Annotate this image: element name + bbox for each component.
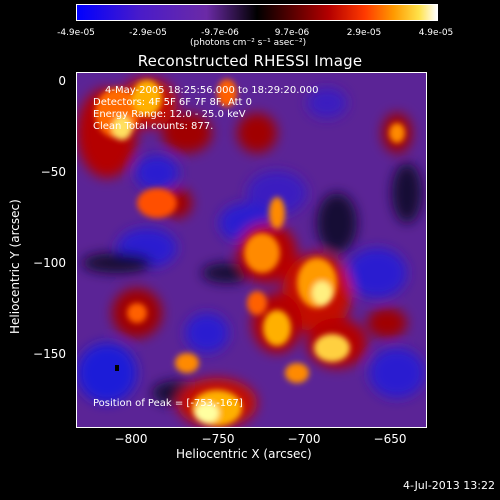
y-tick-label: −50 (40, 165, 66, 179)
y-tick-label: 0 (58, 74, 66, 88)
generation-date: 4-Jul-2013 13:22 (402, 479, 495, 492)
colorbar-tick-label: -4.9e-05 (57, 28, 95, 38)
colorbar (76, 4, 438, 21)
clean-counts-annotation: Clean Total counts: 877. (93, 121, 214, 132)
y-axis-label: Heliocentric Y (arcsec) (8, 199, 22, 334)
rhessi-image (77, 73, 426, 427)
x-tick-label: −650 (373, 432, 407, 446)
energy-range-annotation: Energy Range: 12.0 - 25.0 keV (93, 109, 246, 120)
colorbar-tick-label: -9.7e-06 (201, 28, 239, 38)
rhessi-image-plot: 4-May-2005 18:25:56.000 to 18:29:20.000 … (76, 72, 427, 428)
plot-title: Reconstructed RHESSI Image (137, 52, 363, 70)
x-tick-label: −800 (114, 432, 148, 446)
colorbar-tick-label: 9.7e-06 (274, 28, 310, 38)
colorbar-gradient (77, 5, 437, 20)
peak-position-annotation: Position of Peak = [-753,-167] (93, 398, 243, 409)
y-tick-label: −100 (33, 256, 66, 270)
y-tick-label: −150 (33, 347, 66, 361)
detectors-annotation: Detectors: 4F 5F 6F 7F 8F, Att 0 (93, 97, 253, 108)
x-tick-label: −700 (287, 432, 321, 446)
time-range-annotation: 4-May-2005 18:25:56.000 to 18:29:20.000 (105, 85, 319, 96)
colorbar-units: (photons cm⁻² s⁻¹ asec⁻²) (190, 38, 307, 48)
colorbar-tick-label: 2.9e-05 (346, 28, 382, 38)
x-tick-label: −750 (201, 432, 235, 446)
colorbar-tick-label: -2.9e-05 (129, 28, 167, 38)
x-axis-label: Heliocentric X (arcsec) (176, 447, 312, 461)
colorbar-tick-label: 4.9e-05 (418, 28, 454, 38)
